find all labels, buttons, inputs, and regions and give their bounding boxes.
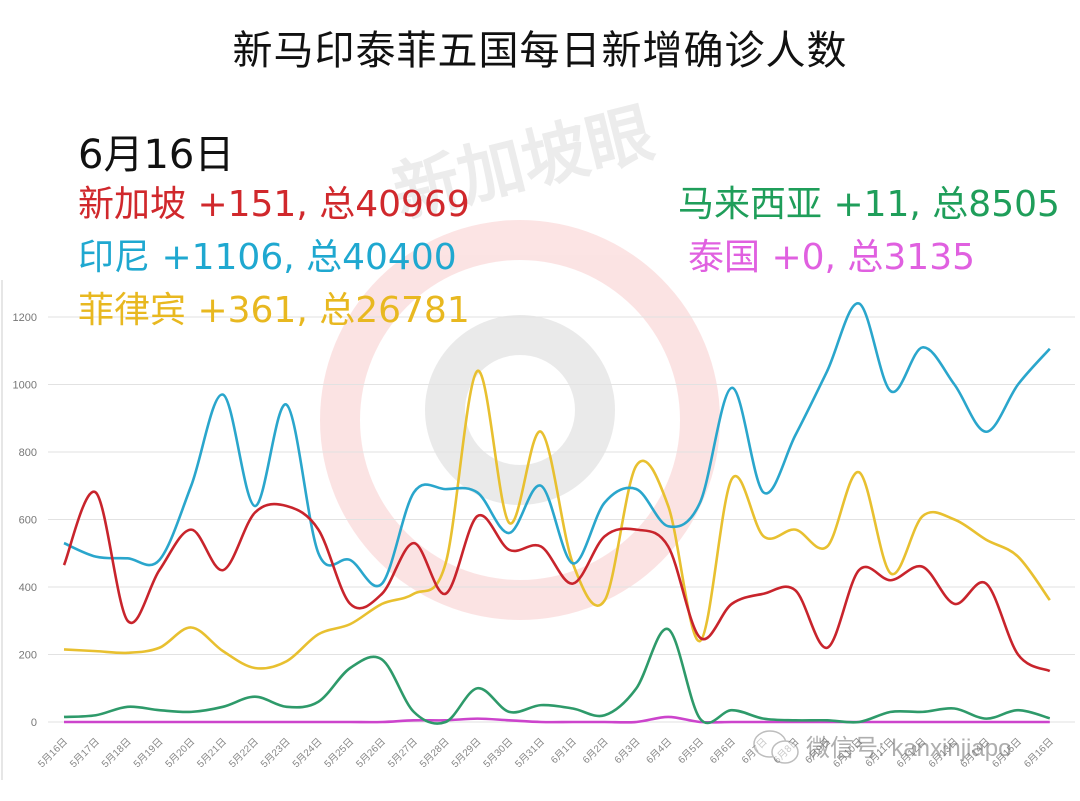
x-tick-label: 5月29日 — [449, 736, 483, 770]
y-tick-label: 1000 — [13, 380, 37, 392]
x-tick-label: 5月31日 — [513, 736, 547, 770]
wechat-watermark: 微信号: kanxinjiapo — [806, 735, 1011, 762]
watermark-logo-icon — [320, 220, 720, 620]
x-tick-label: 6月4日 — [644, 736, 674, 766]
y-axis-ticks: 0 200 400 600 800 1000 1200 — [13, 312, 37, 729]
series-line-印尼 — [63, 302, 1051, 588]
x-tick-label: 5月20日 — [163, 736, 197, 770]
x-tick-label: 6月6日 — [707, 736, 737, 766]
x-tick-label: 5月22日 — [226, 736, 260, 770]
y-tick-label: 200 — [19, 650, 37, 662]
x-tick-label: 6月16日 — [1021, 736, 1055, 770]
x-tick-label: 5月16日 — [36, 736, 70, 770]
y-tick-label: 400 — [19, 582, 37, 594]
legend-item-my: 马来西亚 +11, 总8505 — [678, 184, 1060, 225]
y-tick-label: 600 — [19, 515, 37, 527]
series-line-菲律宾 — [63, 369, 1051, 670]
x-tick-label: 5月21日 — [195, 736, 229, 770]
series-lines — [62, 302, 1051, 725]
series-line-新加坡 — [62, 490, 1051, 673]
x-tick-label: 6月3日 — [612, 736, 642, 766]
y-tick-label: 800 — [19, 447, 37, 459]
chart-title: 新马印泰菲五国每日新增确诊人数 — [232, 28, 848, 74]
x-tick-label: 5月30日 — [481, 736, 515, 770]
y-tick-label: 0 — [31, 717, 37, 729]
x-tick-label: 5月27日 — [385, 736, 419, 770]
wechat-icon — [753, 730, 799, 764]
x-tick-label: 5月17日 — [67, 736, 101, 770]
x-tick-label: 6月2日 — [580, 736, 610, 766]
x-tick-label: 5月26日 — [354, 736, 388, 770]
date-label: 6月16日 — [78, 132, 235, 178]
x-tick-label: 5月24日 — [290, 736, 324, 770]
x-tick-label: 5月23日 — [258, 736, 292, 770]
legend-item-id: 印尼 +1106, 总40400 — [78, 237, 457, 278]
x-tick-label: 5月25日 — [322, 736, 356, 770]
legend-item-sg: 新加坡 +151, 总40969 — [78, 184, 470, 225]
x-tick-label: 6月5日 — [676, 736, 706, 766]
x-tick-label: 6月1日 — [548, 736, 578, 766]
y-tick-label: 1200 — [13, 312, 37, 324]
x-tick-label: 5月19日 — [131, 736, 165, 770]
x-tick-label: 5月18日 — [99, 736, 133, 770]
legend-item-th: 泰国 +0, 总3135 — [688, 237, 976, 278]
legend-item-ph: 菲律宾 +361, 总26781 — [78, 290, 470, 331]
x-tick-label: 5月28日 — [417, 736, 451, 770]
series-line-马来西亚 — [63, 627, 1051, 725]
series-line-泰国 — [64, 715, 1050, 724]
